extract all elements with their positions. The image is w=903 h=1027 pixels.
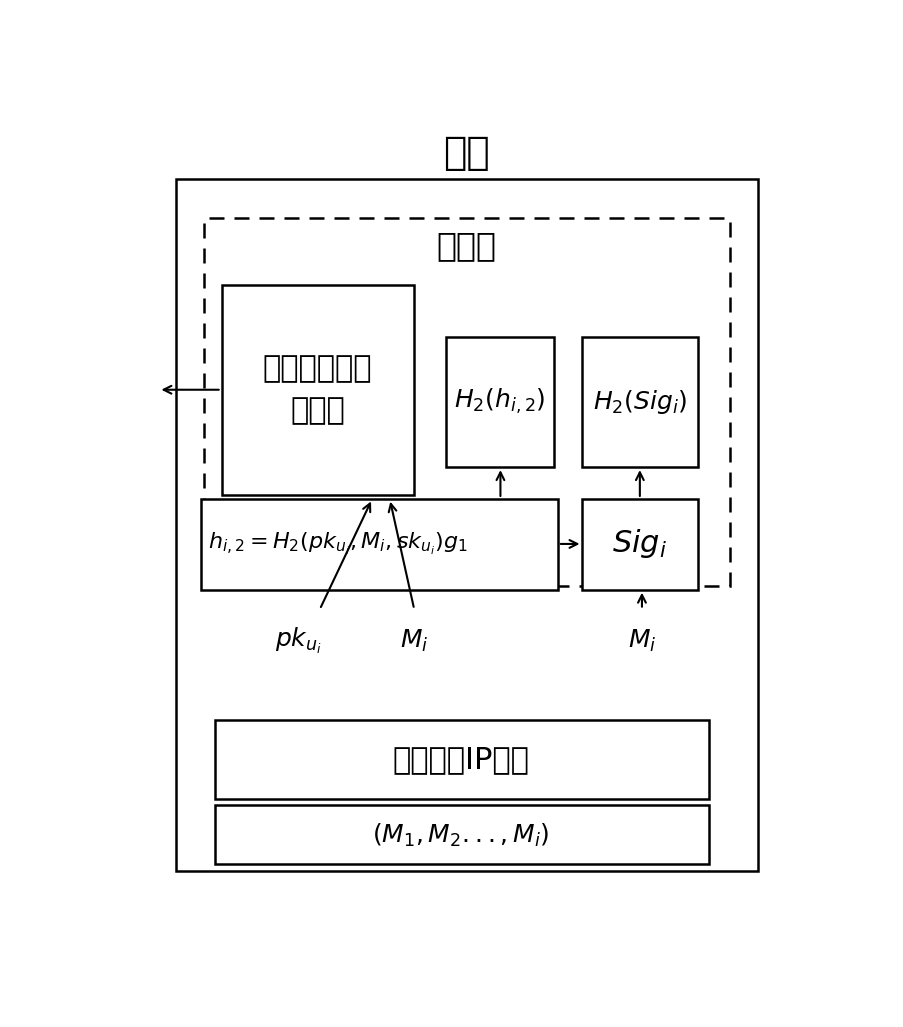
Text: $M_i$: $M_i$ bbox=[400, 629, 428, 654]
Text: $(M_1,M_2...,M_i)$: $(M_1,M_2...,M_i)$ bbox=[372, 822, 549, 848]
FancyBboxPatch shape bbox=[221, 286, 414, 495]
Text: $pk_{u_i}$: $pk_{u_i}$ bbox=[275, 626, 321, 656]
FancyBboxPatch shape bbox=[200, 499, 557, 589]
FancyBboxPatch shape bbox=[204, 218, 729, 585]
Text: 后一个的IP地址: 后一个的IP地址 bbox=[392, 746, 529, 774]
FancyBboxPatch shape bbox=[176, 179, 757, 871]
Text: $H_2(Sig_i)$: $H_2(Sig_i)$ bbox=[592, 387, 686, 416]
Text: $h_{i,2}=H_2(pk_{u_i},M_i,sk_{u_i})g_1$: $h_{i,2}=H_2(pk_{u_i},M_i,sk_{u_i})g_1$ bbox=[208, 531, 467, 557]
Text: $Sig_i$: $Sig_i$ bbox=[611, 528, 666, 561]
Text: 区块头: 区块头 bbox=[436, 229, 497, 262]
FancyBboxPatch shape bbox=[214, 805, 708, 864]
FancyBboxPatch shape bbox=[214, 720, 708, 799]
FancyBboxPatch shape bbox=[445, 337, 554, 467]
Text: $M_i$: $M_i$ bbox=[627, 629, 656, 654]
FancyBboxPatch shape bbox=[582, 499, 697, 589]
Text: $H_2(h_{i,2})$: $H_2(h_{i,2})$ bbox=[453, 387, 545, 416]
Text: 区块: 区块 bbox=[443, 135, 489, 173]
Text: 前一个区块的
哈希值: 前一个区块的 哈希值 bbox=[263, 354, 372, 425]
FancyBboxPatch shape bbox=[582, 337, 697, 467]
